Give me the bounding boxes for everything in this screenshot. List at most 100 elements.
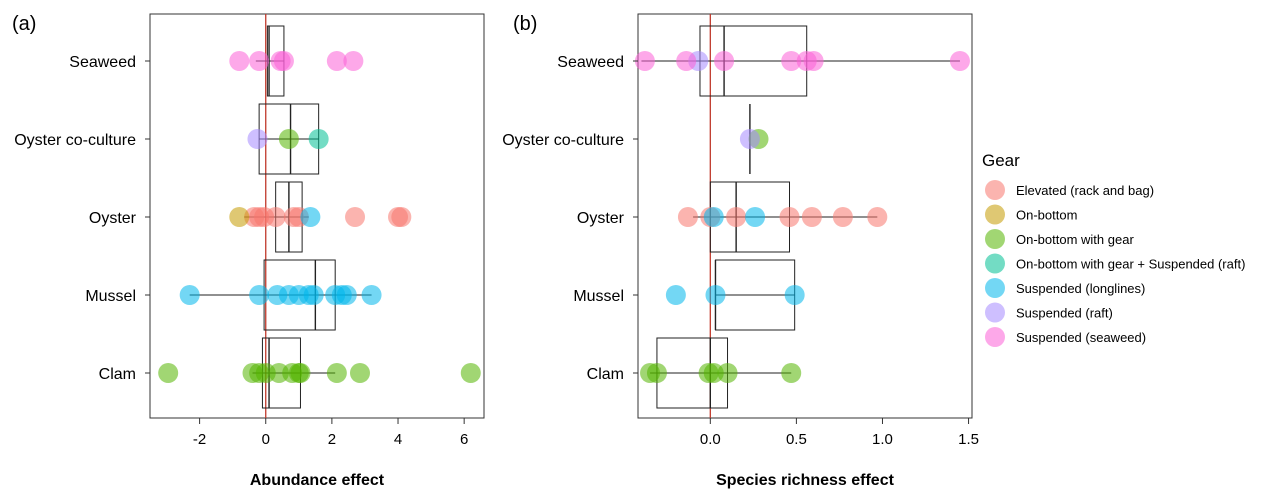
panel-a-x-tick-labels: -2 0 2 4 6: [193, 418, 468, 448]
data-point: [249, 51, 270, 71]
data-point: [265, 207, 286, 227]
data-point: [336, 285, 357, 305]
y-tick-label: Seaweed: [69, 54, 136, 71]
data-point: [158, 363, 179, 383]
data-point: [703, 207, 724, 227]
y-tick-label: Clam: [587, 366, 624, 383]
legend-swatch: [985, 204, 1005, 225]
data-point: [229, 51, 250, 71]
data-point: [781, 51, 802, 71]
data-point: [345, 207, 366, 227]
data-point: [832, 207, 853, 227]
data-point: [634, 51, 655, 71]
legend-label: Suspended (raft): [1016, 306, 1113, 321]
panel-a-label: (a): [12, 13, 36, 35]
data-point: [781, 363, 802, 383]
data-point: [303, 285, 324, 305]
legend-item: Suspended (longlines): [985, 278, 1145, 298]
data-point: [801, 207, 822, 227]
legend-item: On-bottom with gear + Suspended (raft): [985, 253, 1245, 274]
y-tick-label: Oyster: [89, 210, 137, 227]
data-point: [739, 129, 760, 149]
legend-item: On-bottom: [985, 204, 1077, 225]
legend-label: Suspended (longlines): [1016, 281, 1145, 296]
data-point: [249, 285, 270, 305]
x-tick-label: 0.0: [700, 431, 721, 448]
data-point: [273, 51, 294, 71]
x-tick-label: 1.0: [872, 431, 893, 448]
data-point: [784, 285, 805, 305]
panel-b-points: [634, 51, 970, 383]
legend-swatch: [985, 327, 1005, 347]
panel-a-points: [158, 51, 481, 383]
data-point: [949, 51, 970, 71]
legend-item: Suspended (raft): [985, 302, 1113, 323]
data-point: [326, 363, 347, 383]
panel-b: (b) Seaweed Oyster co-culture Oyster Mussel…: [502, 13, 979, 489]
data-point: [326, 51, 347, 71]
legend-title: Gear: [982, 151, 1020, 170]
legend-item: On-bottom with gear: [985, 229, 1134, 249]
y-tick-label: Oyster co-culture: [502, 132, 624, 149]
panel-b-x-axis-label: Species richness effect: [716, 472, 895, 489]
panel-b-x-tick-labels: 0.0 0.5 1.0 1.5: [700, 418, 979, 448]
data-point: [247, 129, 268, 149]
data-point: [391, 207, 412, 227]
boxplot-mussel: [714, 259, 796, 331]
legend-items: Elevated (rack and bag) On-bottom On-botto…: [985, 180, 1245, 347]
y-tick-label: Oyster: [577, 210, 625, 227]
legend-label: On-bottom: [1016, 208, 1077, 223]
data-point: [308, 129, 329, 149]
legend-swatch: [985, 180, 1005, 200]
legend-label: Elevated (rack and bag): [1016, 183, 1154, 198]
data-point: [717, 363, 738, 383]
legend-swatch: [985, 278, 1005, 298]
panel-b-y-tick-labels: Seaweed Oyster co-culture Oyster Mussel Clam: [502, 54, 638, 383]
data-point: [705, 285, 726, 305]
y-tick-label: Mussel: [85, 288, 136, 305]
data-point: [745, 207, 766, 227]
data-point: [726, 207, 747, 227]
x-tick-label: 4: [394, 431, 402, 448]
legend-label: On-bottom with gear + Suspended (raft): [1016, 257, 1245, 272]
panel-a-plot-frame: [149, 13, 485, 419]
data-point: [714, 51, 735, 71]
x-tick-label: 6: [460, 431, 468, 448]
y-tick-label: Oyster co-culture: [14, 132, 136, 149]
panel-a-y-tick-labels: Seaweed Oyster co-culture Oyster Mussel Clam: [14, 54, 150, 383]
x-tick-label: 0.5: [786, 431, 807, 448]
y-tick-label: Seaweed: [557, 54, 624, 71]
legend-item: Elevated (rack and bag): [985, 180, 1154, 200]
legend-swatch: [985, 302, 1005, 323]
data-point: [361, 285, 382, 305]
panel-a-x-axis-label: Abundance effect: [250, 472, 385, 489]
data-point: [665, 285, 686, 305]
legend-label: On-bottom with gear: [1016, 232, 1134, 247]
data-point: [290, 363, 311, 383]
data-point: [229, 207, 250, 227]
x-tick-label: 2: [328, 431, 336, 448]
x-tick-label: -2: [193, 431, 206, 448]
data-point: [179, 285, 200, 305]
panel-b-plot-frame: [637, 13, 973, 419]
data-point: [779, 207, 800, 227]
x-tick-label: 0: [262, 431, 270, 448]
data-point: [867, 207, 888, 227]
legend: Gear Elevated (rack and bag) On-bottom On-…: [982, 151, 1245, 347]
data-point: [343, 51, 364, 71]
legend-swatch: [985, 253, 1005, 274]
data-point: [646, 363, 667, 383]
data-point: [349, 363, 370, 383]
data-point: [300, 207, 321, 227]
data-point: [278, 129, 299, 149]
data-point: [677, 207, 698, 227]
x-tick-label: 1.5: [958, 431, 979, 448]
legend-swatch: [985, 229, 1005, 249]
data-point: [803, 51, 824, 71]
y-tick-label: Clam: [99, 366, 136, 383]
legend-label: Suspended (seaweed): [1016, 330, 1146, 345]
data-point: [676, 51, 697, 71]
panel-a: (a) Seaweed Oyster co-culture Oyster Mussel…: [12, 13, 485, 489]
data-point: [703, 363, 724, 383]
